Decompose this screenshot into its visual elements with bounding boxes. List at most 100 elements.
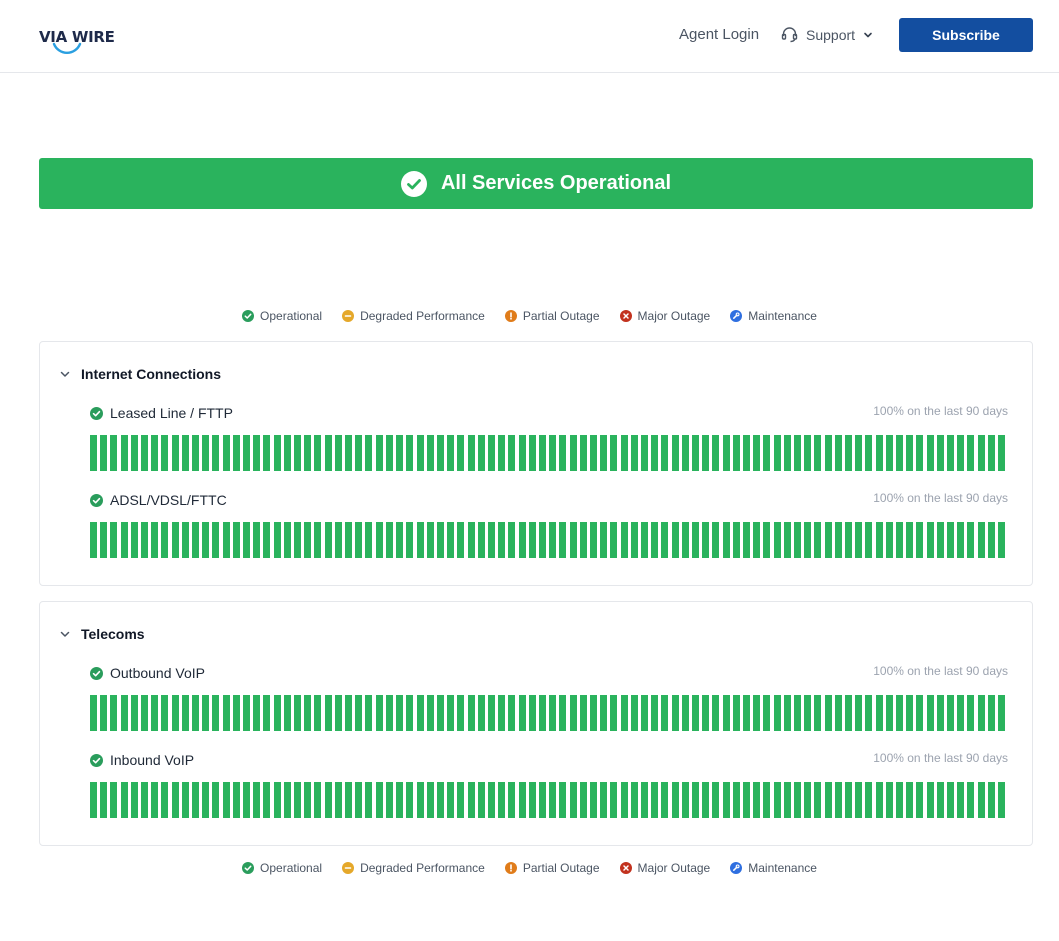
uptime-day-bar[interactable]	[151, 695, 159, 731]
uptime-day-bar[interactable]	[141, 435, 149, 471]
uptime-day-bar[interactable]	[998, 435, 1006, 471]
uptime-day-bar[interactable]	[334, 522, 342, 558]
uptime-day-bar[interactable]	[436, 695, 444, 731]
uptime-day-bar[interactable]	[712, 435, 720, 471]
uptime-day-bar[interactable]	[916, 695, 924, 731]
uptime-day-bar[interactable]	[640, 695, 648, 731]
uptime-day-bar[interactable]	[691, 695, 699, 731]
uptime-day-bar[interactable]	[487, 522, 495, 558]
uptime-day-bar[interactable]	[304, 695, 312, 731]
uptime-day-bar[interactable]	[355, 435, 363, 471]
uptime-day-bar[interactable]	[528, 782, 536, 818]
uptime-day-bar[interactable]	[834, 695, 842, 731]
uptime-day-bar[interactable]	[375, 522, 383, 558]
uptime-day-bar[interactable]	[732, 522, 740, 558]
uptime-day-bar[interactable]	[161, 435, 169, 471]
uptime-day-bar[interactable]	[508, 695, 516, 731]
uptime-day-bar[interactable]	[855, 695, 863, 731]
uptime-day-bar[interactable]	[569, 522, 577, 558]
uptime-day-bar[interactable]	[192, 435, 200, 471]
uptime-day-bar[interactable]	[702, 435, 710, 471]
uptime-day-bar[interactable]	[875, 435, 883, 471]
uptime-day-bar[interactable]	[814, 522, 822, 558]
uptime-day-bar[interactable]	[416, 695, 424, 731]
uptime-day-bar[interactable]	[763, 522, 771, 558]
uptime-day-bar[interactable]	[977, 782, 985, 818]
uptime-day-bar[interactable]	[181, 435, 189, 471]
uptime-day-bar[interactable]	[477, 522, 485, 558]
uptime-day-bar[interactable]	[212, 435, 220, 471]
uptime-day-bar[interactable]	[283, 782, 291, 818]
uptime-day-bar[interactable]	[630, 522, 638, 558]
uptime-day-bar[interactable]	[640, 435, 648, 471]
uptime-day-bar[interactable]	[232, 522, 240, 558]
uptime-day-bar[interactable]	[151, 522, 159, 558]
uptime-day-bar[interactable]	[916, 782, 924, 818]
uptime-day-bar[interactable]	[947, 782, 955, 818]
uptime-day-bar[interactable]	[345, 435, 353, 471]
uptime-day-bar[interactable]	[967, 782, 975, 818]
uptime-day-bar[interactable]	[355, 522, 363, 558]
uptime-day-bar[interactable]	[926, 695, 934, 731]
uptime-day-bar[interactable]	[773, 695, 781, 731]
uptime-day-bar[interactable]	[161, 522, 169, 558]
uptime-day-bar[interactable]	[181, 782, 189, 818]
uptime-day-bar[interactable]	[906, 435, 914, 471]
uptime-day-bar[interactable]	[906, 782, 914, 818]
uptime-day-bar[interactable]	[773, 782, 781, 818]
uptime-day-bar[interactable]	[253, 782, 261, 818]
uptime-day-bar[interactable]	[243, 782, 251, 818]
uptime-day-bar[interactable]	[375, 782, 383, 818]
uptime-day-bar[interactable]	[824, 695, 832, 731]
uptime-day-bar[interactable]	[243, 695, 251, 731]
uptime-day-bar[interactable]	[661, 435, 669, 471]
uptime-day-bar[interactable]	[845, 435, 853, 471]
uptime-day-bar[interactable]	[630, 782, 638, 818]
uptime-day-bar[interactable]	[814, 782, 822, 818]
uptime-day-bar[interactable]	[549, 435, 557, 471]
uptime-day-bar[interactable]	[875, 522, 883, 558]
uptime-day-bar[interactable]	[294, 782, 302, 818]
uptime-day-bar[interactable]	[794, 695, 802, 731]
uptime-day-bar[interactable]	[314, 522, 322, 558]
uptime-day-bar[interactable]	[600, 522, 608, 558]
uptime-day-bar[interactable]	[345, 522, 353, 558]
uptime-day-bar[interactable]	[161, 782, 169, 818]
uptime-day-bar[interactable]	[294, 522, 302, 558]
uptime-day-bar[interactable]	[314, 695, 322, 731]
uptime-day-bar[interactable]	[110, 522, 118, 558]
uptime-day-bar[interactable]	[447, 522, 455, 558]
uptime-day-bar[interactable]	[130, 522, 138, 558]
uptime-day-bar[interactable]	[722, 695, 730, 731]
uptime-day-bar[interactable]	[600, 782, 608, 818]
uptime-day-bar[interactable]	[406, 522, 414, 558]
uptime-day-bar[interactable]	[487, 435, 495, 471]
uptime-day-bar[interactable]	[90, 435, 97, 471]
uptime-day-bar[interactable]	[477, 435, 485, 471]
uptime-day-bar[interactable]	[783, 782, 791, 818]
uptime-day-bar[interactable]	[508, 782, 516, 818]
uptime-day-bar[interactable]	[671, 782, 679, 818]
uptime-day-bar[interactable]	[538, 782, 546, 818]
uptime-day-bar[interactable]	[559, 522, 567, 558]
uptime-day-bar[interactable]	[610, 522, 618, 558]
uptime-day-bar[interactable]	[365, 435, 373, 471]
uptime-day-bar[interactable]	[794, 435, 802, 471]
uptime-day-bar[interactable]	[518, 695, 526, 731]
uptime-day-bar[interactable]	[906, 522, 914, 558]
uptime-day-bar[interactable]	[518, 782, 526, 818]
uptime-day-bar[interactable]	[885, 782, 893, 818]
uptime-day-bar[interactable]	[283, 522, 291, 558]
uptime-day-bar[interactable]	[426, 782, 434, 818]
uptime-day-bar[interactable]	[100, 522, 108, 558]
uptime-day-bar[interactable]	[385, 522, 393, 558]
uptime-day-bar[interactable]	[845, 782, 853, 818]
uptime-day-bar[interactable]	[151, 435, 159, 471]
uptime-day-bar[interactable]	[549, 522, 557, 558]
uptime-day-bar[interactable]	[661, 695, 669, 731]
uptime-day-bar[interactable]	[896, 695, 904, 731]
uptime-day-bar[interactable]	[794, 782, 802, 818]
uptime-day-bar[interactable]	[671, 435, 679, 471]
uptime-day-bar[interactable]	[804, 695, 812, 731]
uptime-day-bar[interactable]	[671, 522, 679, 558]
